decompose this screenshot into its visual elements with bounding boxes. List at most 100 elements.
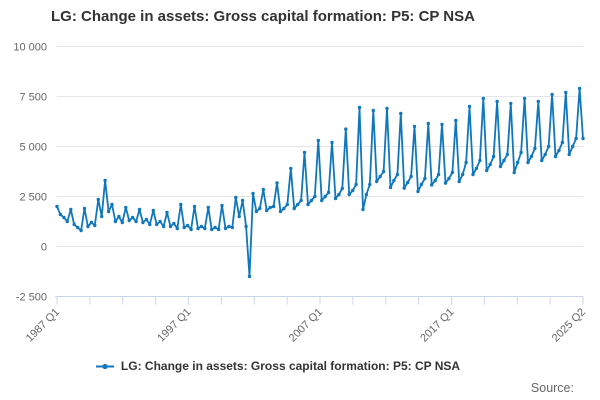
series-point — [289, 166, 293, 171]
series-point — [392, 178, 396, 183]
series-point — [406, 180, 410, 185]
series-point — [216, 227, 221, 232]
series-point — [546, 144, 551, 149]
series-point — [100, 214, 104, 219]
series-point — [491, 154, 496, 159]
y-axis-label: 10 000 — [13, 42, 47, 54]
series-point — [292, 206, 296, 211]
series-point — [309, 198, 314, 203]
series-point — [58, 212, 63, 217]
series-point — [165, 210, 169, 215]
series-point — [134, 219, 138, 224]
series-point — [471, 172, 475, 177]
series-point — [430, 183, 434, 187]
series-point — [454, 118, 458, 123]
series-point — [282, 206, 286, 211]
legend: LG: Change in assets: Gross capital form… — [0, 359, 578, 373]
series-point — [230, 225, 234, 230]
series-point — [175, 226, 179, 231]
series-point — [137, 207, 142, 212]
series-point — [237, 214, 241, 219]
series-point — [296, 202, 300, 207]
series-point — [571, 144, 575, 149]
series-point — [347, 192, 351, 197]
series-point — [557, 148, 561, 153]
series-point — [436, 172, 441, 177]
series-point — [89, 220, 94, 225]
series-point — [333, 196, 338, 201]
series-point — [265, 208, 269, 213]
series-point — [533, 146, 537, 151]
series-point — [330, 140, 334, 145]
series-point — [179, 202, 183, 207]
series-point — [185, 223, 190, 228]
x-axis-label: 2007 Q1 — [287, 306, 325, 344]
series-point — [182, 225, 186, 230]
series-point — [564, 90, 568, 95]
series-point — [351, 188, 355, 193]
series-point — [495, 99, 499, 104]
series-line — [56, 87, 584, 278]
series-point — [426, 121, 430, 126]
series-point — [220, 203, 224, 208]
series-point — [240, 198, 245, 203]
series-point — [151, 208, 155, 213]
series-point — [271, 204, 276, 209]
legend-line-marker — [95, 363, 114, 369]
series-point — [316, 138, 320, 143]
series-point — [168, 224, 173, 229]
series-point — [323, 194, 327, 199]
y-axis-label: 7 500 — [19, 92, 47, 104]
series-point — [478, 158, 482, 163]
series-point — [72, 222, 76, 227]
series-point — [388, 185, 393, 190]
series-point — [117, 214, 121, 219]
series-point — [433, 178, 437, 183]
series-point — [192, 204, 197, 209]
series-point — [378, 174, 382, 179]
series-point — [299, 198, 303, 203]
series-point — [120, 220, 125, 225]
series-point — [581, 136, 585, 141]
series-point — [96, 197, 101, 202]
plot-area: -2 500 0 2 500 5 000 7 500 10 000 1987 Q1 1997 … — [13, 42, 588, 345]
series-point — [485, 168, 489, 173]
series-point — [536, 99, 540, 104]
series-point — [447, 176, 451, 181]
series-point — [261, 187, 265, 192]
series-point — [244, 224, 248, 229]
series-point — [75, 225, 80, 230]
series-point — [141, 220, 145, 225]
series-point — [516, 160, 520, 165]
legend-item-series[interactable]: LG: Change in assets: Gross capital form… — [95, 359, 461, 373]
series-point — [371, 108, 375, 113]
series-point — [172, 221, 176, 226]
series-point — [285, 202, 289, 207]
x-axis-label: 2017 Q1 — [418, 306, 456, 344]
series-point — [158, 219, 162, 224]
series-point — [103, 178, 107, 183]
series-point — [364, 192, 369, 197]
series-point — [302, 150, 307, 155]
series-point — [278, 209, 283, 214]
series-point — [450, 170, 455, 175]
series-point — [155, 222, 159, 227]
series-point — [416, 189, 420, 194]
series-point — [62, 215, 66, 220]
series-point — [113, 219, 118, 224]
series-point — [443, 181, 448, 185]
series-point — [519, 150, 523, 155]
series-point — [464, 160, 468, 165]
series-point — [210, 227, 214, 232]
y-axis-label: 5 000 — [19, 142, 47, 154]
series-point — [55, 204, 59, 209]
series-point — [337, 192, 341, 197]
series-point — [326, 190, 331, 195]
series-point — [127, 218, 131, 223]
series-point — [474, 166, 479, 171]
series-point — [106, 209, 111, 214]
legend-label: LG: Change in assets: Gross capital form… — [120, 359, 461, 373]
series-point — [340, 186, 344, 191]
series-point — [488, 162, 492, 167]
